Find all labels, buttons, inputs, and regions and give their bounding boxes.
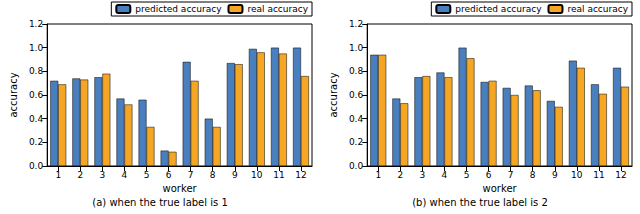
svg-text:12: 12 [295, 170, 306, 180]
svg-text:worker: worker [163, 183, 198, 194]
svg-text:0.6: 0.6 [29, 90, 44, 100]
svg-text:5: 5 [144, 170, 150, 180]
svg-text:4: 4 [442, 170, 448, 180]
svg-text:(b) when the true label is 2: (b) when the true label is 2 [412, 197, 548, 208]
svg-text:1.2: 1.2 [29, 19, 43, 29]
svg-text:10: 10 [571, 170, 583, 180]
svg-text:predicted accuracy: predicted accuracy [455, 4, 542, 14]
svg-text:12: 12 [615, 170, 626, 180]
svg-text:predicted accuracy: predicted accuracy [135, 4, 222, 14]
svg-text:(a) when the true label is 1: (a) when the true label is 1 [92, 197, 227, 208]
svg-text:6: 6 [486, 170, 492, 180]
svg-text:1: 1 [375, 170, 381, 180]
svg-text:0.0: 0.0 [29, 161, 44, 171]
svg-text:4: 4 [122, 170, 128, 180]
svg-text:11: 11 [273, 170, 284, 180]
svg-text:0.6: 0.6 [349, 90, 364, 100]
svg-text:real accuracy: real accuracy [247, 4, 308, 14]
svg-text:2: 2 [397, 170, 403, 180]
svg-text:2: 2 [77, 170, 83, 180]
svg-text:5: 5 [464, 170, 470, 180]
svg-text:9: 9 [552, 170, 558, 180]
svg-text:1: 1 [55, 170, 61, 180]
svg-text:3: 3 [100, 170, 106, 180]
svg-text:worker: worker [483, 183, 518, 194]
svg-text:0.4: 0.4 [349, 114, 364, 124]
svg-text:3: 3 [420, 170, 426, 180]
svg-text:8: 8 [530, 170, 536, 180]
svg-text:11: 11 [593, 170, 604, 180]
svg-text:accuracy: accuracy [8, 72, 19, 117]
svg-text:9: 9 [232, 170, 238, 180]
svg-text:7: 7 [188, 170, 194, 180]
svg-text:6: 6 [166, 170, 172, 180]
svg-text:0.2: 0.2 [349, 137, 363, 147]
svg-text:0.0: 0.0 [349, 161, 364, 171]
svg-text:1.2: 1.2 [349, 19, 363, 29]
svg-text:8: 8 [210, 170, 216, 180]
svg-text:0.8: 0.8 [349, 66, 364, 76]
svg-text:0.2: 0.2 [29, 137, 43, 147]
svg-text:1.0: 1.0 [29, 43, 44, 53]
svg-text:real accuracy: real accuracy [567, 4, 628, 14]
svg-text:accuracy: accuracy [328, 72, 339, 117]
svg-text:0.4: 0.4 [29, 114, 44, 124]
svg-text:7: 7 [508, 170, 514, 180]
svg-text:10: 10 [251, 170, 263, 180]
svg-text:0.8: 0.8 [29, 66, 44, 76]
svg-text:1.0: 1.0 [349, 43, 364, 53]
